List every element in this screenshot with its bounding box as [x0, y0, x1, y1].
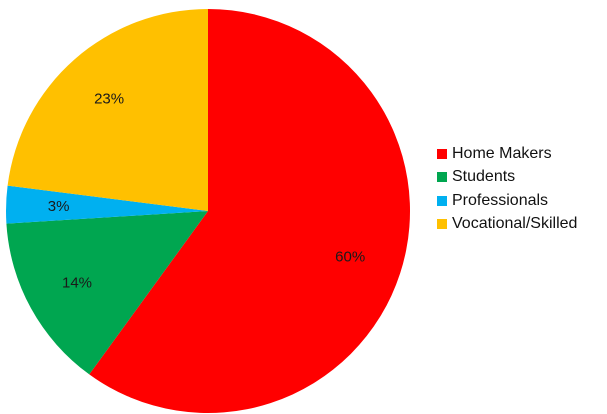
legend-label-home-makers: Home Makers [452, 144, 552, 162]
legend-label-students: Students [452, 168, 516, 186]
pie-label-vocational-skilled: 23% [94, 90, 124, 107]
legend-item-home-makers: Home Makers [437, 142, 577, 166]
pie-slices [6, 9, 411, 414]
legend-label-vocational-skilled: Vocational/Skilled [452, 215, 578, 233]
legend-item-students: Students [437, 166, 577, 190]
legend-swatch-vocational-skilled [437, 219, 447, 230]
legend: Home Makers Students Professionals Vocat… [437, 142, 577, 236]
pie-slice-vocational-skilled [7, 9, 209, 211]
legend-swatch-students [437, 172, 447, 183]
pie-slice-professionals [6, 185, 209, 224]
pie-label-professionals: 3% [48, 198, 70, 215]
pie-slice-home-makers [89, 9, 411, 414]
legend-swatch-professionals [437, 195, 447, 206]
pie-label-students: 14% [62, 275, 92, 292]
pie-labels: 60% 14% 3% 23% [48, 90, 365, 291]
legend-item-vocational-skilled: Vocational/Skilled [437, 213, 577, 237]
pie-slice-students [6, 211, 209, 375]
legend-swatch-home-makers [437, 148, 447, 159]
legend-item-professionals: Professionals [437, 189, 577, 213]
pie-label-home-makers: 60% [335, 249, 365, 266]
legend-label-professionals: Professionals [452, 191, 549, 209]
